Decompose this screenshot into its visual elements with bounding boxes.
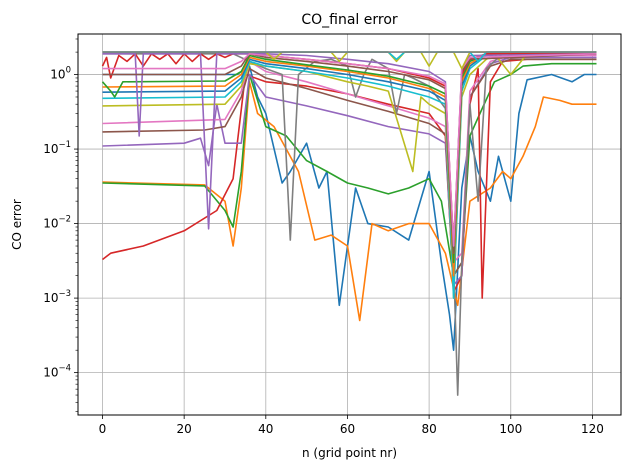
series-line-11 <box>102 53 597 277</box>
y-tick-label-base: 10 <box>43 291 58 305</box>
y-tick-label-exponent: −2 <box>58 215 71 225</box>
x-axis-ticks: 0 20 40 60 80 100 120 <box>99 415 604 436</box>
series-line-6 <box>102 58 597 277</box>
y-gridlines <box>78 74 621 374</box>
x-tick-label: 120 <box>581 422 604 436</box>
series-line-4 <box>102 58 597 299</box>
y-tick-label: 10−3 <box>43 289 71 305</box>
x-tick-label: 0 <box>99 422 107 436</box>
x-tick-label: 40 <box>258 422 273 436</box>
chart-title: CO_final error <box>301 12 398 28</box>
series-line-2 <box>102 81 597 322</box>
y-tick-label-exponent: −3 <box>58 289 71 299</box>
series-lines <box>101 51 597 396</box>
y-tick-label: 10−2 <box>43 215 71 231</box>
y-tick-label-base: 10 <box>43 366 58 380</box>
series-line-12 <box>102 53 597 277</box>
x-axis-label: n (grid point nr) <box>302 446 397 460</box>
series-line-17 <box>102 53 597 247</box>
x-tick-label: 60 <box>340 422 355 436</box>
series-line-1 <box>102 65 597 351</box>
y-tick-label: 10−1 <box>43 140 71 156</box>
y-tick-label-base: 10 <box>43 142 58 156</box>
x-tick-label: 20 <box>177 422 192 436</box>
y-tick-label: 10−4 <box>43 364 71 380</box>
y-tick-label: 100 <box>50 66 71 82</box>
x-tick-label: 100 <box>499 422 522 436</box>
series-line-18 <box>102 51 597 70</box>
y-tick-label-base: 10 <box>50 68 65 82</box>
series-line-13 <box>101 53 597 264</box>
series-line-8 <box>102 53 597 396</box>
series-line-3 <box>102 62 597 277</box>
y-tick-label-exponent: −4 <box>58 364 71 374</box>
y-tick-label-exponent: 0 <box>66 66 71 76</box>
y-tick-label-base: 10 <box>43 217 58 231</box>
y-axis-label: CO error <box>10 199 24 250</box>
y-tick-label-exponent: −1 <box>58 140 71 150</box>
plot-area-frame <box>77 33 622 416</box>
x-tick-label: 80 <box>421 422 436 436</box>
